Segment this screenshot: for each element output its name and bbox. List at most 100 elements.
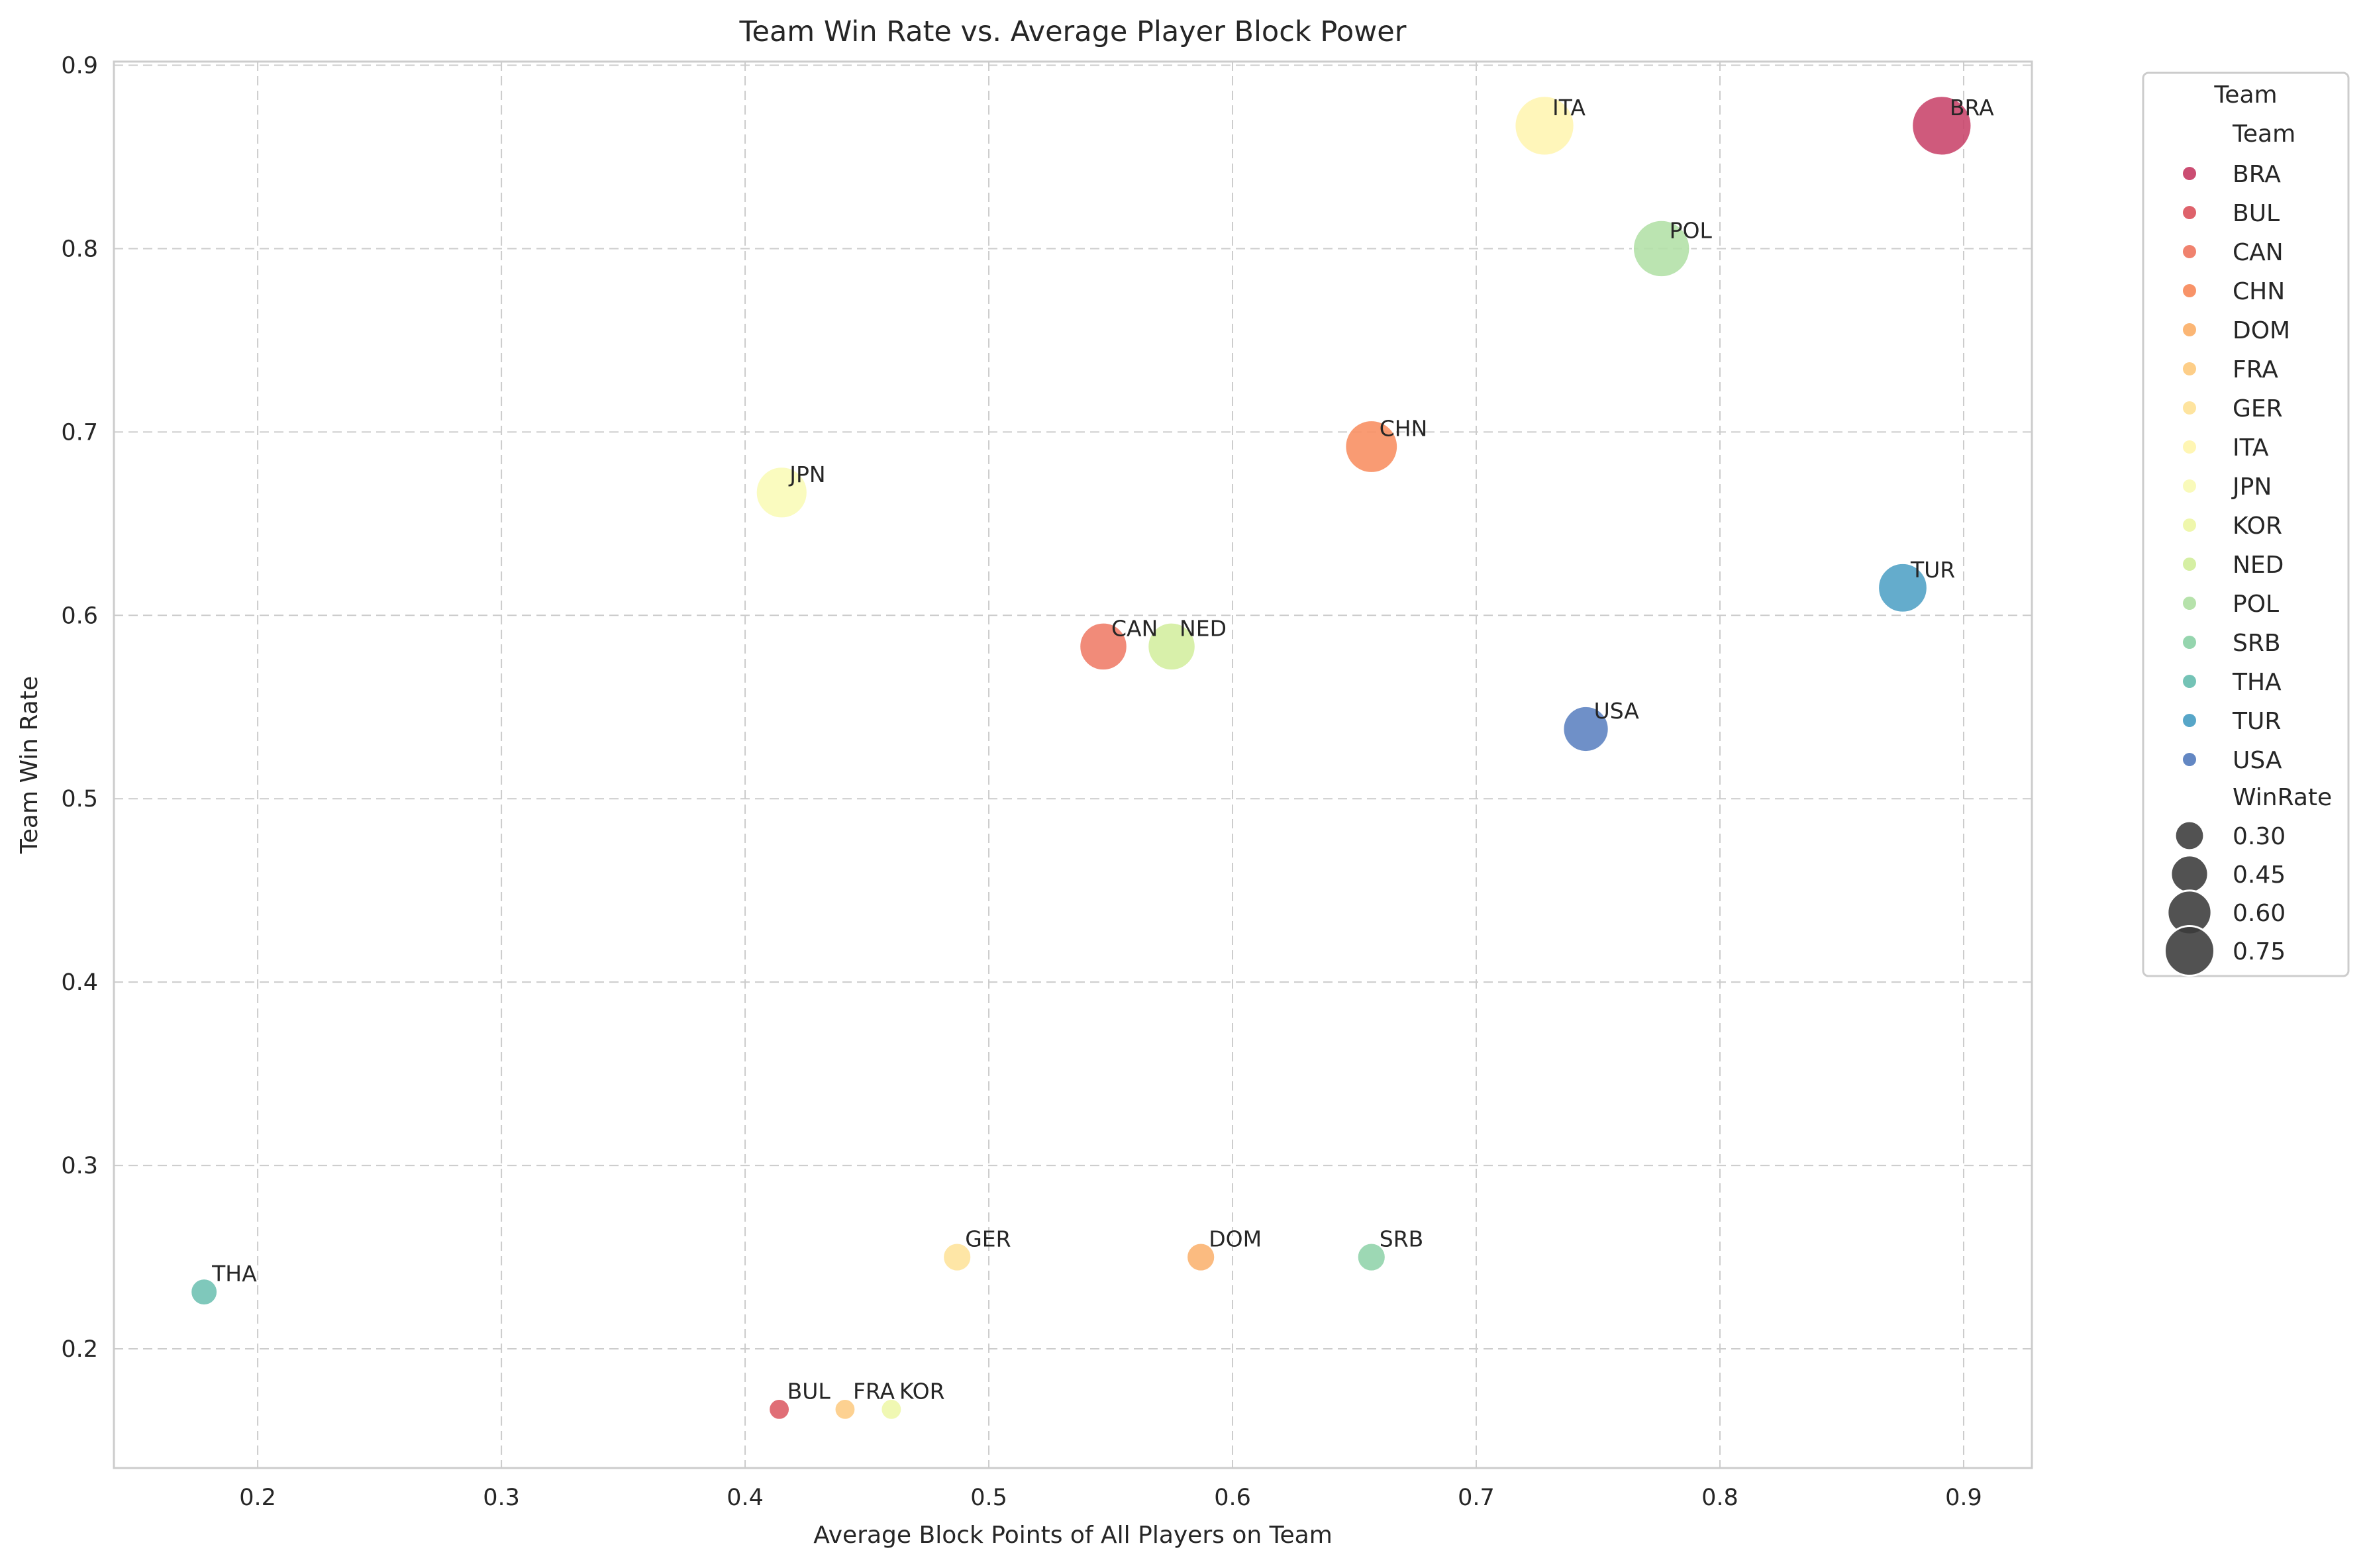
point-label-srb: SRB bbox=[1380, 1226, 1424, 1252]
y-tick-label: 0.6 bbox=[61, 603, 98, 629]
legend-label-ger: GER bbox=[2233, 395, 2283, 422]
x-axis-ticks: 0.2 0.3 0.4 0.5 0.6 0.7 0.8 0.9 bbox=[239, 1485, 1982, 1511]
legend-size-entries: 0.30 0.45 0.60 0.75 bbox=[2163, 820, 2286, 977]
legend-size-label: 0.45 bbox=[2233, 861, 2286, 889]
legend-size-marker bbox=[2174, 820, 2205, 852]
point-bul bbox=[768, 1397, 791, 1421]
legend-marker-bul bbox=[2183, 206, 2196, 219]
legend-size-label: 0.60 bbox=[2233, 900, 2286, 927]
x-tick-label: 0.6 bbox=[1214, 1485, 1251, 1511]
y-tick-label: 0.9 bbox=[61, 53, 98, 79]
point-label-bul: BUL bbox=[787, 1378, 831, 1404]
point-ned bbox=[1146, 621, 1197, 672]
legend-team-entries: BRA BUL CAN CHN DOM FRA GER ITA JPN KOR NED POL SRB T… bbox=[2183, 161, 2290, 774]
x-tick-label: 0.8 bbox=[1701, 1485, 1738, 1511]
legend-label-usa: USA bbox=[2233, 747, 2282, 774]
plot-area-frame bbox=[113, 60, 2033, 1469]
point-srb bbox=[1356, 1242, 1387, 1273]
legend-label-bra: BRA bbox=[2233, 161, 2281, 188]
point-label-ned: NED bbox=[1180, 615, 1227, 641]
legend: Team Team BRA BUL CAN CHN DOM FRA GER ITA JPN KOR… bbox=[2142, 72, 2350, 977]
y-tick-label: 0.7 bbox=[61, 419, 98, 446]
point-bra bbox=[1911, 95, 1973, 157]
point-can bbox=[1078, 621, 1129, 672]
point-ger bbox=[942, 1242, 973, 1273]
point-label-fra: FRA bbox=[853, 1378, 895, 1404]
grid-lines bbox=[114, 62, 2032, 1468]
legend-marker-usa bbox=[2183, 753, 2196, 766]
x-axis-label: Average Block Points of All Players on T… bbox=[813, 1522, 1333, 1549]
y-axis-label: Team Win Rate bbox=[16, 676, 43, 854]
y-tick-label: 0.3 bbox=[61, 1153, 98, 1179]
x-tick-label: 0.4 bbox=[727, 1485, 764, 1511]
point-chn bbox=[1344, 419, 1399, 474]
point-kor bbox=[880, 1397, 903, 1421]
point-labels: BRA BUL CAN CHN DOM FRA GER ITA JPN KOR NED POL SRB T… bbox=[211, 95, 1994, 1404]
legend-marker-dom bbox=[2183, 323, 2196, 336]
point-label-dom: DOM bbox=[1209, 1226, 1262, 1252]
legend-marker-pol bbox=[2183, 597, 2196, 610]
legend-marker-ger bbox=[2183, 401, 2196, 415]
point-label-can: CAN bbox=[1111, 615, 1158, 641]
point-label-chn: CHN bbox=[1380, 416, 1428, 442]
legend-label-ita: ITA bbox=[2233, 434, 2269, 462]
point-label-tha: THA bbox=[211, 1261, 257, 1287]
point-label-ger: GER bbox=[965, 1226, 1011, 1252]
legend-marker-chn bbox=[2183, 284, 2196, 297]
legend-label-chn: CHN bbox=[2233, 278, 2285, 305]
legend-frame bbox=[2142, 72, 2350, 977]
point-dom bbox=[1185, 1242, 1217, 1273]
legend-label-tha: THA bbox=[2232, 669, 2282, 696]
legend-label-dom: DOM bbox=[2233, 317, 2290, 344]
legend-marker-kor bbox=[2183, 518, 2196, 532]
chart-title: Team Win Rate vs. Average Player Block P… bbox=[739, 15, 1407, 48]
legend-label-bul: BUL bbox=[2233, 200, 2280, 227]
point-label-tur: TUR bbox=[1910, 557, 1955, 583]
y-tick-label: 0.8 bbox=[61, 236, 98, 262]
y-tick-label: 0.5 bbox=[61, 786, 98, 812]
x-tick-label: 0.7 bbox=[1458, 1485, 1495, 1511]
x-tick-label: 0.5 bbox=[970, 1485, 1007, 1511]
point-label-pol: POL bbox=[1670, 217, 1713, 243]
legend-marker-bra bbox=[2183, 167, 2196, 180]
legend-marker-ned bbox=[2183, 558, 2196, 571]
x-tick-label: 0.3 bbox=[483, 1485, 520, 1511]
point-usa bbox=[1562, 705, 1610, 754]
legend-label-kor: KOR bbox=[2233, 513, 2282, 540]
legend-marker-can bbox=[2183, 245, 2196, 258]
point-label-jpn: JPN bbox=[788, 462, 825, 487]
legend-marker-ita bbox=[2183, 440, 2196, 454]
point-fra bbox=[833, 1397, 857, 1421]
legend-title: Team bbox=[2213, 81, 2277, 109]
legend-marker-srb bbox=[2183, 636, 2196, 649]
legend-size-marker bbox=[2163, 924, 2216, 977]
legend-hue-title: Team bbox=[2232, 121, 2295, 148]
point-tur bbox=[1877, 562, 1929, 614]
legend-size-label: 0.30 bbox=[2233, 823, 2286, 850]
legend-label-ned: NED bbox=[2233, 552, 2284, 579]
point-pol bbox=[1631, 219, 1691, 279]
legend-label-jpn: JPN bbox=[2231, 473, 2272, 501]
legend-label-tur: TUR bbox=[2232, 708, 2281, 735]
point-label-bra: BRA bbox=[1950, 95, 1994, 121]
y-axis-ticks: 0.2 0.3 0.4 0.5 0.6 0.7 0.8 0.9 bbox=[61, 53, 98, 1363]
point-label-ita: ITA bbox=[1552, 95, 1586, 121]
x-tick-label: 0.2 bbox=[239, 1485, 276, 1511]
point-label-kor: KOR bbox=[899, 1378, 945, 1404]
legend-label-can: CAN bbox=[2233, 239, 2284, 266]
legend-label-pol: POL bbox=[2233, 591, 2279, 618]
y-tick-label: 0.4 bbox=[61, 969, 98, 996]
y-tick-label: 0.2 bbox=[61, 1336, 98, 1363]
legend-label-fra: FRA bbox=[2233, 356, 2278, 383]
point-tha bbox=[189, 1277, 219, 1307]
point-jpn bbox=[754, 466, 809, 520]
point-label-usa: USA bbox=[1594, 698, 1640, 724]
legend-marker-jpn bbox=[2183, 479, 2196, 493]
point-ita bbox=[1513, 95, 1576, 157]
legend-marker-fra bbox=[2183, 362, 2196, 375]
legend-marker-tur bbox=[2183, 714, 2196, 727]
scatter-points bbox=[189, 95, 1973, 1421]
legend-label-srb: SRB bbox=[2233, 630, 2281, 657]
x-tick-label: 0.9 bbox=[1945, 1485, 1982, 1511]
